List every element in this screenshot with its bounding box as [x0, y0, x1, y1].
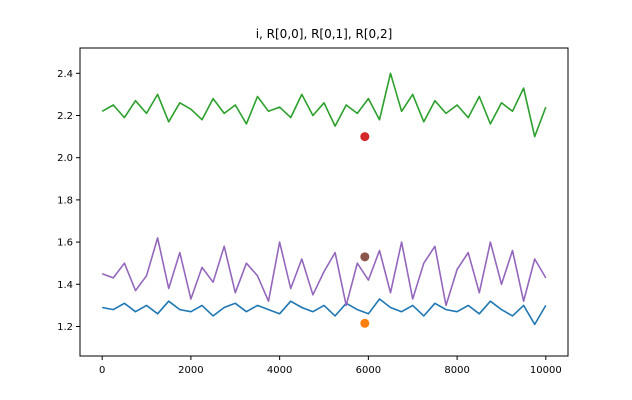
x-tick-label: 4000 — [267, 365, 292, 376]
x-tick-label: 0 — [99, 365, 105, 376]
y-tick-label: 1.6 — [57, 238, 73, 249]
point-series-4 — [360, 132, 370, 142]
point-series-5 — [360, 252, 370, 262]
line-series-1 — [101, 72, 547, 138]
y-tick-label: 2.2 — [57, 111, 73, 122]
x-tick-label: 8000 — [444, 365, 469, 376]
y-axis-ticks: 1.2 1.4 1.6 1.8 2.0 2.2 2.4 — [57, 69, 80, 333]
x-axis-ticks: 0 2000 4000 6000 8000 10000 — [99, 356, 562, 376]
y-tick-label: 2.4 — [57, 69, 73, 80]
line-series-2 — [101, 237, 547, 307]
x-tick-label: 2000 — [178, 365, 203, 376]
line-series-0 — [102, 298, 547, 326]
point-series-3 — [360, 318, 370, 328]
series-points — [360, 132, 370, 328]
x-tick-label: 10000 — [530, 365, 562, 376]
series-lines — [101, 72, 547, 326]
y-tick-label: 2.0 — [57, 153, 73, 164]
x-tick-label: 6000 — [356, 365, 381, 376]
y-tick-label: 1.2 — [57, 322, 73, 333]
y-tick-label: 1.8 — [57, 195, 73, 206]
y-tick-label: 1.4 — [57, 280, 73, 291]
chart-title: i, R[0,0], R[0,1], R[0,2] — [256, 27, 393, 41]
axes-frame — [79, 47, 569, 357]
